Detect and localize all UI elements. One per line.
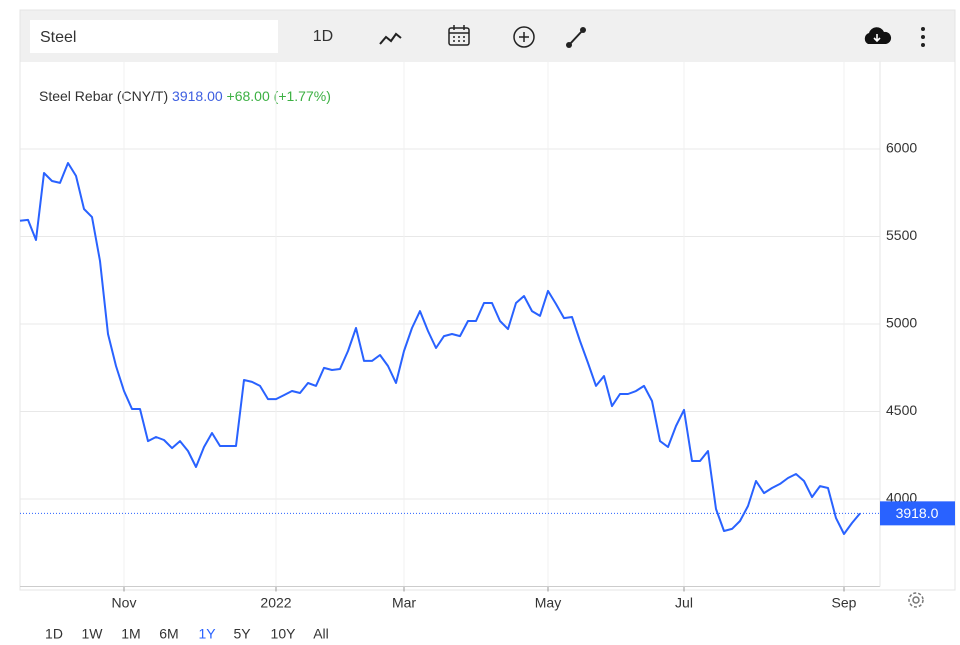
- download-icon[interactable]: [864, 27, 892, 44]
- range-button[interactable]: 5Y: [233, 626, 251, 642]
- y-tick-label: 5500: [886, 227, 917, 243]
- last-value-tag: [880, 501, 955, 526]
- menu-icon[interactable]: [921, 27, 925, 47]
- calendar-icon[interactable]: [448, 25, 470, 46]
- x-tick-label: 2022: [260, 595, 291, 611]
- range-button[interactable]: 10Y: [271, 626, 297, 642]
- settings-icon[interactable]: [908, 592, 924, 608]
- chart-title: Steel Rebar (CNY/T): [39, 88, 168, 104]
- price: 3918.00: [172, 88, 223, 104]
- chart-header: Steel Rebar (CNY/T) 3918.00 +68.00 (+1.7…: [39, 88, 331, 104]
- range-button[interactable]: 1W: [82, 626, 104, 642]
- range-button[interactable]: 1M: [121, 626, 140, 642]
- add-icon[interactable]: [513, 26, 535, 48]
- change-percent: (+1.77%): [274, 88, 331, 104]
- interval-button[interactable]: 1D: [313, 28, 333, 45]
- x-tick-label: Nov: [112, 595, 137, 611]
- search-box[interactable]: [30, 20, 278, 53]
- draw-icon[interactable]: [566, 27, 586, 48]
- x-tick-label: Jul: [675, 595, 693, 611]
- price-line: [19, 162, 861, 535]
- range-button[interactable]: 1Y: [198, 626, 216, 642]
- range-button[interactable]: 6M: [159, 626, 178, 642]
- y-tick-label: 4500: [886, 402, 917, 418]
- y-tick-label: 5000: [886, 315, 917, 331]
- range-button[interactable]: All: [313, 626, 329, 642]
- x-tick-label: May: [535, 595, 561, 611]
- chart-type-icon[interactable]: [379, 32, 402, 45]
- frame: [19, 9, 956, 591]
- last-value-label: 3918.0: [896, 505, 939, 521]
- range-button[interactable]: 1D: [45, 626, 63, 642]
- change: +68.00: [227, 88, 270, 104]
- x-tick-label: Mar: [392, 595, 416, 611]
- search-text[interactable]: Steel: [40, 29, 76, 46]
- x-tick-label: Sep: [832, 595, 857, 611]
- y-tick-label: 6000: [886, 140, 917, 156]
